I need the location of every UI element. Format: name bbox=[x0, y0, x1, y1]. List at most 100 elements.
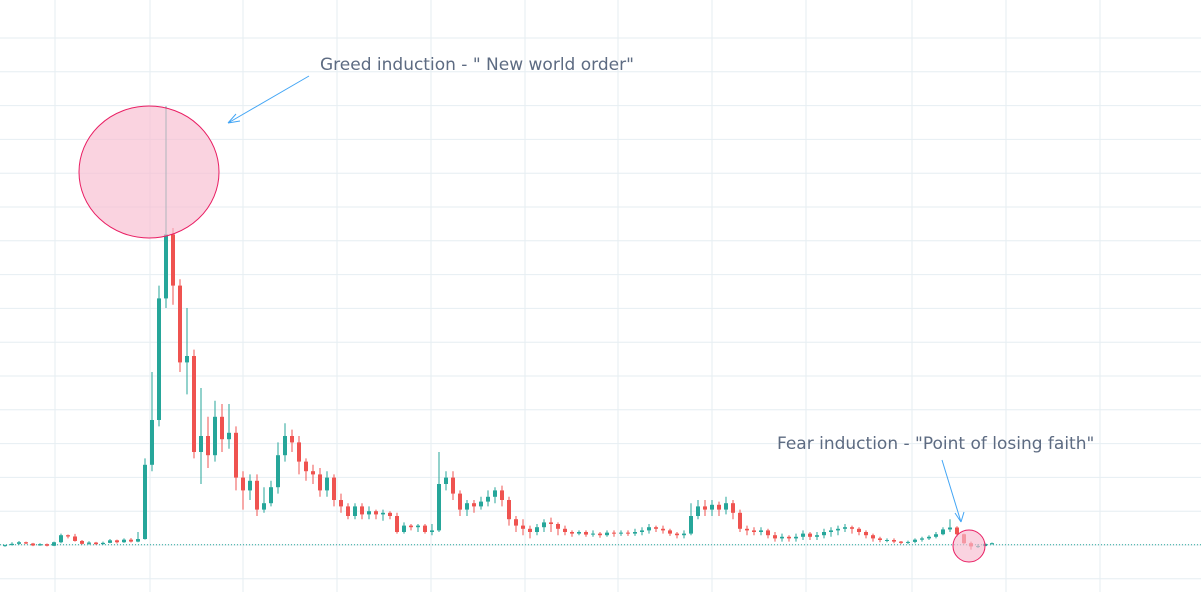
candle-body bbox=[255, 480, 259, 510]
candle-body bbox=[465, 503, 469, 510]
candle bbox=[787, 535, 791, 542]
candle bbox=[864, 530, 868, 539]
candle-body bbox=[815, 535, 819, 537]
candle bbox=[31, 542, 35, 547]
candle bbox=[486, 490, 490, 507]
candle-body bbox=[269, 487, 273, 504]
greed-arrow bbox=[227, 75, 310, 124]
candle bbox=[801, 530, 805, 540]
candle bbox=[885, 538, 889, 543]
candle-body bbox=[3, 545, 7, 547]
candle bbox=[325, 471, 329, 497]
candle bbox=[731, 500, 735, 520]
candle-body bbox=[94, 542, 98, 545]
candle-body bbox=[136, 539, 140, 542]
candle-body bbox=[934, 534, 938, 537]
candle bbox=[395, 512, 399, 534]
candle-body bbox=[325, 477, 329, 491]
candle bbox=[822, 528, 826, 539]
candle-body bbox=[115, 540, 119, 543]
candle-body bbox=[794, 536, 798, 539]
candle bbox=[570, 530, 574, 537]
candle-body bbox=[920, 538, 924, 540]
candle bbox=[612, 530, 616, 537]
candle bbox=[437, 452, 441, 532]
candle bbox=[213, 400, 217, 462]
candle-body bbox=[829, 530, 833, 532]
candle-body bbox=[507, 500, 511, 520]
candle bbox=[920, 536, 924, 542]
candle-body bbox=[353, 506, 357, 516]
candle bbox=[87, 541, 91, 545]
candle-body bbox=[696, 506, 700, 516]
candle-body bbox=[304, 461, 308, 472]
candle-body bbox=[752, 530, 756, 532]
candle-body bbox=[759, 530, 763, 532]
candle-body bbox=[199, 436, 203, 452]
candle bbox=[773, 532, 777, 542]
candle-body bbox=[885, 540, 889, 541]
candle-body bbox=[80, 540, 84, 544]
candle bbox=[248, 474, 252, 500]
candle bbox=[255, 474, 259, 516]
candle-body bbox=[248, 480, 252, 491]
candle bbox=[913, 538, 917, 544]
candle-body bbox=[52, 542, 56, 546]
candle-body bbox=[437, 484, 441, 531]
candle-body bbox=[332, 477, 336, 500]
candle-body bbox=[647, 527, 651, 531]
candle bbox=[311, 464, 315, 484]
candle bbox=[493, 487, 497, 504]
candle bbox=[17, 540, 21, 545]
candle bbox=[934, 532, 938, 539]
candle-body bbox=[640, 530, 644, 532]
candle bbox=[297, 436, 301, 475]
candle-body bbox=[479, 501, 483, 507]
candle-body bbox=[668, 530, 672, 534]
candle-body bbox=[535, 527, 539, 532]
candle-body bbox=[892, 540, 896, 542]
candle bbox=[710, 500, 714, 516]
candle bbox=[94, 541, 98, 545]
greed-highlight-circle bbox=[78, 105, 220, 239]
candle-body bbox=[542, 522, 546, 528]
candle bbox=[451, 471, 455, 500]
candle bbox=[850, 525, 854, 534]
candle bbox=[234, 426, 238, 491]
candle bbox=[815, 532, 819, 540]
candle-body bbox=[598, 533, 602, 536]
candle-body bbox=[150, 420, 154, 465]
candle-body bbox=[157, 298, 161, 420]
candle-body bbox=[395, 516, 399, 532]
candle bbox=[906, 540, 910, 545]
candle bbox=[682, 530, 686, 539]
candle-body bbox=[388, 512, 392, 516]
candle bbox=[45, 543, 49, 547]
candle-body bbox=[787, 536, 791, 539]
candle bbox=[402, 522, 406, 534]
candle-body bbox=[129, 539, 133, 542]
candle-body bbox=[17, 542, 21, 544]
candle bbox=[423, 524, 427, 534]
candle-body bbox=[234, 432, 238, 478]
candle bbox=[416, 524, 420, 532]
candle-body bbox=[346, 506, 350, 516]
candle bbox=[640, 527, 644, 536]
candle bbox=[528, 525, 532, 539]
candle-body bbox=[66, 535, 70, 537]
candle-body bbox=[493, 490, 497, 497]
candle-body bbox=[381, 512, 385, 515]
candle-body bbox=[633, 532, 637, 534]
candle bbox=[752, 527, 756, 536]
candle-body bbox=[486, 496, 490, 502]
candle bbox=[892, 538, 896, 544]
candle-body bbox=[906, 541, 910, 543]
candle bbox=[3, 544, 7, 547]
candle-body bbox=[416, 525, 420, 528]
candle-body bbox=[374, 511, 378, 515]
candle bbox=[360, 503, 364, 520]
candle-body bbox=[360, 506, 364, 515]
candle bbox=[227, 404, 231, 449]
candle bbox=[262, 487, 266, 513]
